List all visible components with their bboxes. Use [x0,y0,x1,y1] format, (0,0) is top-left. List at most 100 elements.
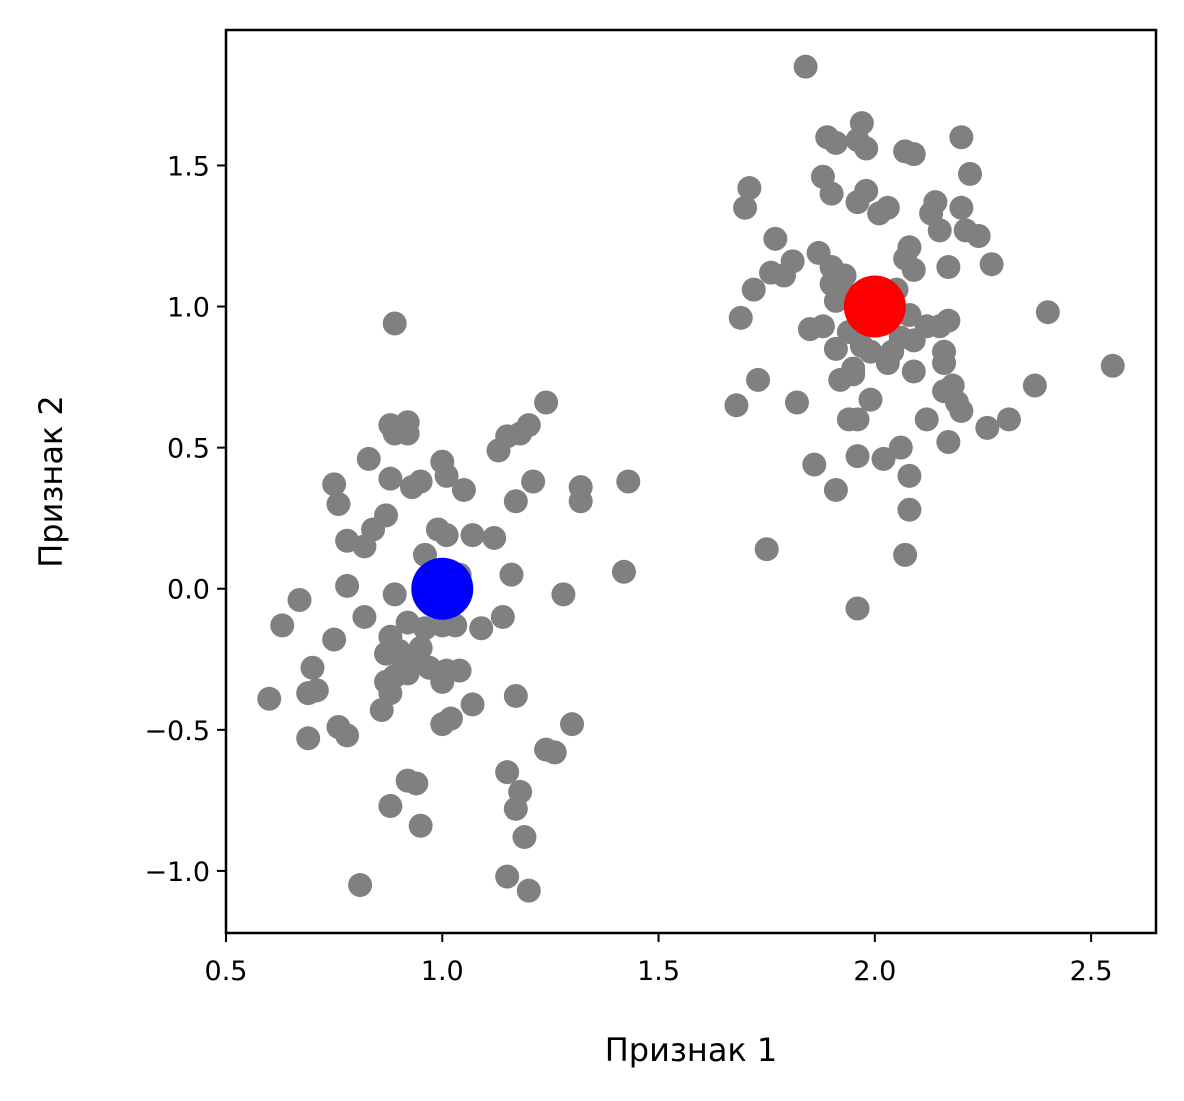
y-axis-ticks: −1.0 −0.5 0.0 0.5 1.0 1.5 [144,151,226,888]
data-point [975,415,1000,440]
data-point [936,255,961,280]
data-point [534,390,559,415]
data-point [430,669,455,694]
cluster-center-1 [411,557,474,620]
data-point [741,277,766,302]
y-tick-label: 1.0 [167,293,210,324]
data-point [932,350,957,375]
data-point [867,201,892,226]
data-point [503,489,528,514]
data-point [296,726,321,751]
data-point [901,142,926,167]
data-point [516,413,541,438]
data-point [352,604,377,629]
data-point [927,218,952,243]
data-point [434,523,459,548]
data-point [845,596,870,621]
y-axis-label: Признак 2 [32,395,70,568]
data-point [888,435,913,460]
data-point [724,393,749,418]
data-point [858,387,883,412]
data-point [369,698,394,723]
data-point [901,257,926,282]
data-point [936,308,961,333]
data-point [521,469,546,494]
y-tick-label: 0.5 [167,434,210,465]
x-tick-label: 1.0 [421,956,464,987]
cluster-center-2 [843,275,906,338]
y-tick-label: −1.0 [144,857,210,888]
data-point [300,655,325,680]
cluster-centers-layer [411,275,906,620]
y-tick-label: 1.5 [167,151,210,182]
data-point [568,489,593,514]
data-point [841,362,866,387]
data-point [378,466,403,491]
data-point [1035,300,1060,325]
data-point [378,794,403,819]
data-point [949,195,974,220]
x-axis-ticks: 0.5 1.0 1.5 2.0 2.5 [205,933,1113,987]
data-point [854,136,879,161]
data-point [802,452,827,477]
data-point [914,407,939,432]
data-point [490,604,515,629]
data-point [746,367,771,392]
data-point [348,873,373,898]
data-point [404,771,429,796]
data-point [352,534,377,559]
data-point [447,658,472,683]
data-point [1022,373,1047,398]
data-point [499,562,524,587]
data-point [875,350,900,375]
data-point [356,446,381,471]
data-point [430,712,455,737]
data-point [845,444,870,469]
data-point [460,523,485,548]
x-axis-label: Признак 1 [605,1031,778,1069]
data-point [495,864,520,889]
data-point [823,336,848,361]
points-layer [257,54,1125,903]
data-point [949,125,974,150]
data-point [858,339,883,364]
data-point [893,542,918,567]
data-point [737,176,762,201]
data-point [382,582,407,607]
data-point [949,398,974,423]
data-point [616,469,641,494]
data-point [1100,353,1125,378]
x-tick-label: 2.0 [853,956,896,987]
data-point [897,463,922,488]
data-point [322,627,347,652]
data-point [408,813,433,838]
data-point [382,311,407,336]
data-point [996,407,1021,432]
data-point [754,537,779,562]
data-point [901,328,926,353]
data-point [793,54,818,79]
data-point [443,613,468,638]
data-point [845,407,870,432]
data-point [819,181,844,206]
data-point [772,263,796,288]
data-point [257,686,282,711]
data-point [733,195,758,220]
data-point [451,477,476,502]
data-point [270,613,295,638]
data-point [823,477,848,502]
data-point [966,223,991,248]
data-point [469,616,494,641]
data-point [395,421,420,446]
data-point [823,288,848,313]
data-point [335,573,360,598]
data-point [810,314,835,339]
data-point [304,678,329,703]
data-point [845,190,870,215]
data-point [516,878,541,903]
plot-area-frame [224,28,1158,935]
data-point [542,740,567,765]
data-point [503,796,528,821]
data-point [326,492,351,517]
